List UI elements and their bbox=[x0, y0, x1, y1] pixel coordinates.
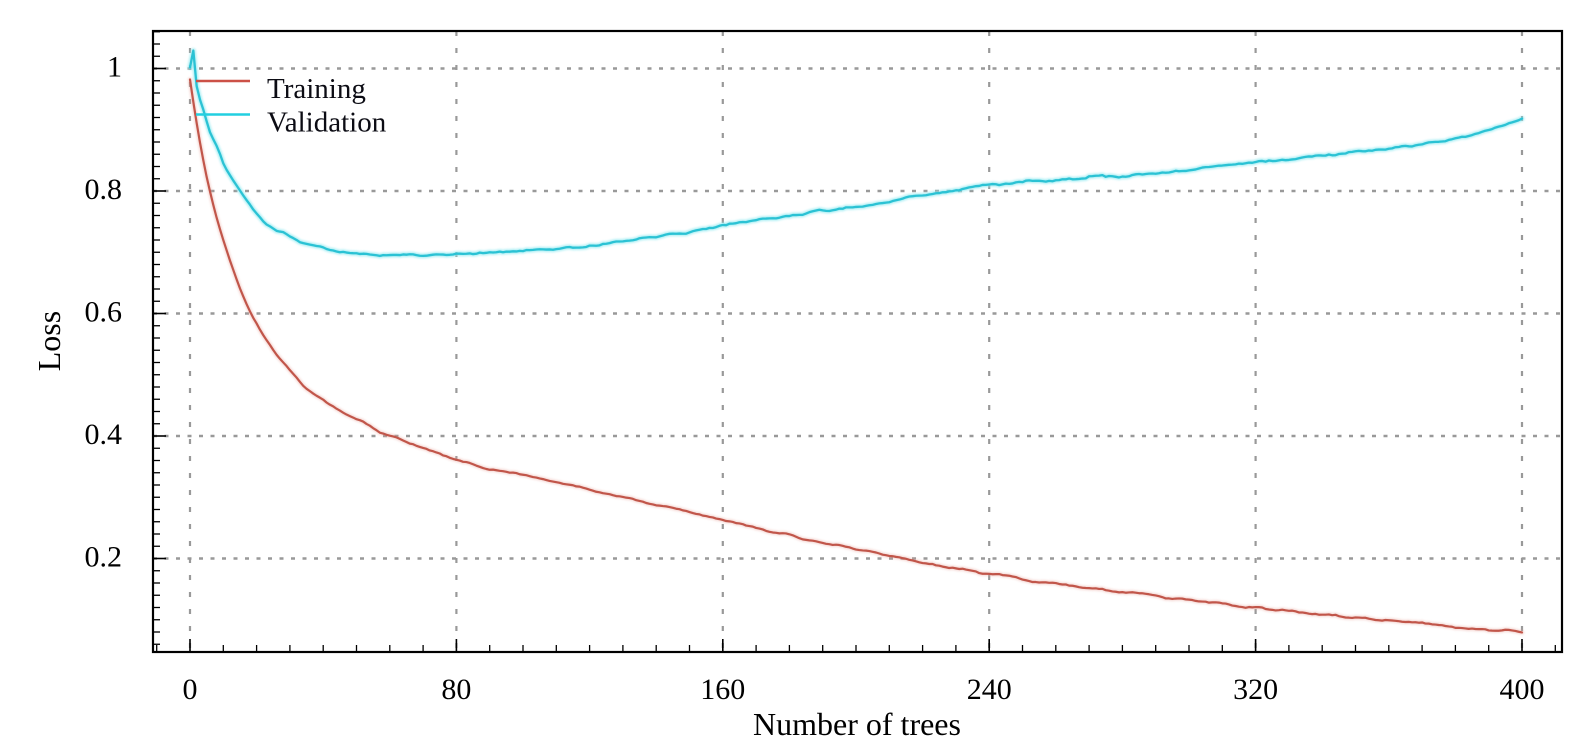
svg-text:0.8: 0.8 bbox=[85, 173, 123, 206]
svg-text:0.2: 0.2 bbox=[85, 541, 123, 574]
svg-text:0.6: 0.6 bbox=[85, 296, 123, 329]
svg-text:320: 320 bbox=[1233, 673, 1278, 706]
svg-text:400: 400 bbox=[1500, 673, 1545, 706]
svg-text:1: 1 bbox=[107, 51, 122, 84]
svg-text:Loss: Loss bbox=[31, 311, 67, 371]
svg-text:0.4: 0.4 bbox=[85, 418, 123, 451]
svg-text:0: 0 bbox=[183, 673, 198, 706]
svg-text:Training: Training bbox=[267, 73, 366, 105]
svg-text:240: 240 bbox=[967, 673, 1012, 706]
svg-text:160: 160 bbox=[700, 673, 745, 706]
svg-text:Number of trees: Number of trees bbox=[753, 706, 961, 742]
svg-text:80: 80 bbox=[441, 673, 471, 706]
svg-text:Validation: Validation bbox=[267, 107, 387, 139]
